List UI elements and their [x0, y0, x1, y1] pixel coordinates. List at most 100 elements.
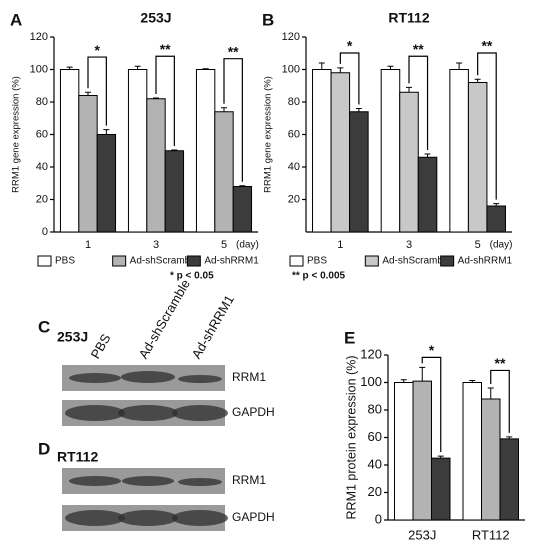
- error-bar: [171, 149, 178, 151]
- y-tick-label: 40: [368, 456, 382, 471]
- y-axis-label: RRM1 gene expression (%): [11, 76, 22, 193]
- legend-label: Ad-shScramble: [130, 256, 199, 267]
- x-tick-label: 1: [85, 239, 91, 251]
- bar: [312, 69, 332, 233]
- legend-label: PBS: [307, 256, 327, 267]
- y-tick-label: 60: [368, 429, 382, 444]
- y-tick-label: 0: [375, 511, 382, 526]
- blot-band: [121, 371, 175, 383]
- blot-band: [118, 405, 178, 421]
- error-bar: [221, 107, 227, 112]
- error-bar: [506, 436, 513, 439]
- error-bar: [318, 62, 325, 70]
- bar: [96, 134, 117, 233]
- note: ** p < 0.005: [292, 271, 346, 282]
- legend-label: PBS: [55, 256, 75, 267]
- significance-marker: *: [347, 38, 353, 54]
- error-bar: [202, 68, 209, 70]
- bar: [214, 111, 234, 233]
- x-unit: (day): [236, 240, 259, 251]
- significance-bracket: [421, 356, 442, 453]
- blot-band: [65, 510, 125, 526]
- bar: [330, 72, 351, 233]
- legend-swatch: [112, 255, 127, 267]
- blot-row-label: GAPDH: [232, 510, 275, 524]
- blot-band: [178, 478, 222, 486]
- bar: [59, 69, 80, 233]
- significance-marker: **: [228, 43, 239, 59]
- y-tick-label: 20: [368, 484, 382, 499]
- significance-bracket: [408, 55, 429, 150]
- y-axis-label: RRM1 protein expression (%): [344, 356, 358, 520]
- blot-band: [69, 373, 121, 383]
- lane-label: Ad-shRRM1: [189, 292, 237, 361]
- y-tick-label: 80: [36, 96, 48, 108]
- bar: [417, 156, 438, 233]
- bar: [467, 82, 488, 233]
- blot-band: [172, 405, 228, 421]
- significance-bracket: [339, 52, 360, 105]
- x-tick-label: 5: [475, 239, 481, 251]
- error-bar: [355, 108, 362, 112]
- x-unit: (day): [490, 240, 513, 251]
- bar: [127, 69, 148, 233]
- blot-row-label: GAPDH: [232, 405, 275, 419]
- bar: [164, 150, 185, 233]
- legend-swatch: [289, 255, 304, 267]
- significance-marker: *: [94, 42, 100, 58]
- bar: [499, 438, 519, 521]
- y-tick-label: 0: [42, 226, 48, 238]
- legend-swatch: [364, 255, 379, 267]
- bar: [394, 382, 414, 521]
- y-tick-label: 100: [30, 63, 48, 75]
- bar: [349, 111, 369, 233]
- error-bar: [406, 86, 412, 93]
- y-axis-label: RRM1 gene expression (%): [263, 76, 274, 193]
- error-bar: [424, 153, 431, 158]
- error-bar: [493, 203, 500, 206]
- error-bar: [85, 91, 91, 96]
- bar: [232, 186, 253, 233]
- bar: [462, 382, 483, 521]
- blot-band: [178, 375, 222, 383]
- panel-label: B: [262, 10, 274, 29]
- legend-swatch: [186, 255, 201, 267]
- error-bar: [387, 65, 394, 70]
- y-tick-label: 20: [288, 193, 300, 205]
- error-bar: [400, 379, 407, 383]
- bar: [78, 95, 98, 233]
- error-bar: [239, 185, 246, 187]
- y-tick-label: 20: [36, 193, 48, 205]
- significance-marker: **: [160, 41, 171, 57]
- bar: [195, 69, 216, 233]
- x-tick-label: RT112: [472, 527, 510, 542]
- blot-band: [69, 476, 121, 486]
- error-bar: [474, 78, 481, 83]
- significance-marker: **: [495, 355, 506, 371]
- error-bar: [103, 129, 110, 135]
- bar: [430, 457, 451, 521]
- chart-title: RT112: [388, 10, 429, 26]
- bar: [481, 398, 501, 521]
- note: * p < 0.05: [170, 271, 214, 282]
- legend-swatch: [440, 255, 455, 267]
- significance-bracket: [155, 55, 175, 146]
- significance-bracket: [490, 369, 510, 433]
- significance-bracket: [223, 58, 243, 182]
- bar: [412, 380, 432, 521]
- x-tick-label: 1: [337, 239, 343, 251]
- bar: [486, 205, 506, 233]
- legend-label: Ad-shScramble: [382, 256, 451, 267]
- y-tick-label: 120: [30, 31, 48, 43]
- y-tick-label: 40: [36, 161, 48, 173]
- legend-swatch: [37, 255, 52, 267]
- blot-band: [172, 510, 228, 526]
- legend-label: Ad-shRRM1: [204, 256, 259, 267]
- chart-title: 253J: [140, 10, 171, 26]
- significance-marker: *: [429, 342, 435, 358]
- bar: [380, 69, 401, 233]
- y-tick-label: 40: [288, 161, 300, 173]
- panel-label: E: [344, 328, 355, 347]
- y-tick-label: 100: [360, 374, 382, 389]
